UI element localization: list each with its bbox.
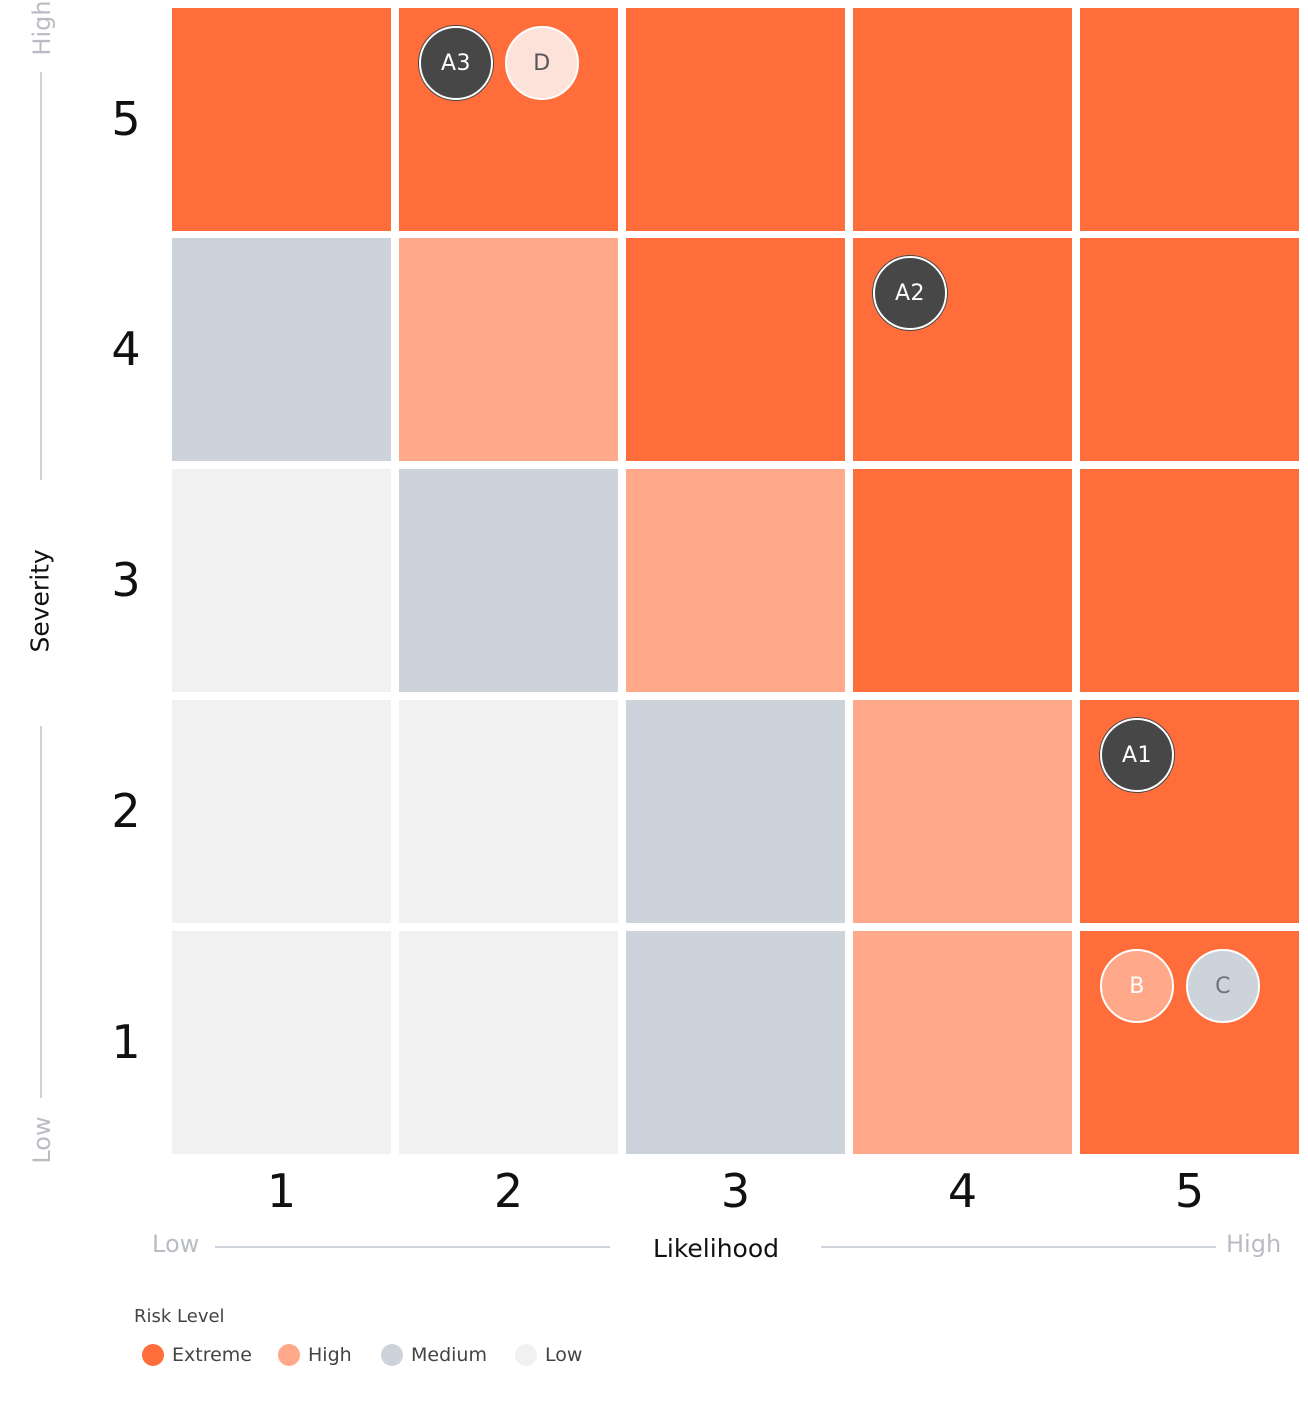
matrix-cell-s1-l3 (626, 931, 845, 1154)
matrix-cell-s2-l2 (399, 700, 618, 923)
y-tick-label: 3 (111, 552, 141, 607)
matrix-cell-s5-l5 (1080, 8, 1299, 231)
x-tick-label: 3 (720, 1164, 751, 1218)
y-axis-high-label: High (28, 0, 56, 56)
matrix-cell-s3-l1 (172, 469, 391, 692)
x-axis-low-label: Low (152, 1230, 200, 1258)
matrix-cell-s3-l2 (399, 469, 618, 692)
legend-swatch (142, 1344, 164, 1366)
x-tick-label: 1 (266, 1164, 297, 1218)
legend-item-extreme: Extreme (142, 1344, 252, 1366)
legend-swatch (381, 1344, 403, 1366)
matrix-cell-s1-l2 (399, 931, 618, 1154)
y-axis-line-upper (40, 72, 42, 480)
matrix-cell-s3-l4 (853, 469, 1072, 692)
matrix-cell-s4-l3 (626, 238, 845, 461)
x-axis-line-right (821, 1246, 1216, 1248)
legend-label: Low (545, 1344, 583, 1366)
matrix-cell-s4-l1 (172, 238, 391, 461)
legend-label: Extreme (172, 1344, 252, 1366)
y-tick-label: 1 (111, 1014, 141, 1069)
x-axis-title: Likelihood (652, 1234, 780, 1263)
matrix-cell-s4-l5 (1080, 238, 1299, 461)
legend-title: Risk Level (134, 1306, 225, 1327)
legend-item-high: High (278, 1344, 352, 1366)
matrix-cell-s5-l3 (626, 8, 845, 231)
matrix-cell-s1-l1 (172, 931, 391, 1154)
matrix-cell-s1-l4 (853, 931, 1072, 1154)
risk-marker-c[interactable]: C (1186, 949, 1260, 1023)
matrix-cell-s2-l4 (853, 700, 1072, 923)
risk-marker-d[interactable]: D (505, 26, 579, 100)
matrix-cell-s5-l4 (853, 8, 1072, 231)
risk-marker-a2[interactable]: A2 (873, 256, 947, 330)
y-tick-label: 4 (111, 321, 141, 376)
risk-marker-a1[interactable]: A1 (1100, 718, 1174, 792)
legend-item-medium: Medium (381, 1344, 487, 1366)
x-tick-label: 2 (493, 1164, 524, 1218)
y-axis-title: Severity (25, 549, 55, 653)
matrix-cell-s4-l2 (399, 238, 618, 461)
matrix-cell-s5-l1 (172, 8, 391, 231)
matrix-cell-s3-l5 (1080, 469, 1299, 692)
legend-label: Medium (411, 1344, 487, 1366)
legend-swatch (515, 1344, 537, 1366)
x-axis-high-label: High (1226, 1230, 1282, 1258)
y-tick-label: 5 (111, 91, 141, 146)
legend-item-low: Low (515, 1344, 582, 1366)
x-axis-line-left (215, 1246, 610, 1248)
legend-swatch (278, 1344, 300, 1366)
matrix-cell-s2-l3 (626, 700, 845, 923)
matrix-cell-s2-l1 (172, 700, 391, 923)
y-tick-label: 2 (111, 783, 141, 838)
matrix-cell-s3-l3 (626, 469, 845, 692)
legend-label: High (308, 1344, 352, 1366)
y-axis-low-label: Low (28, 1116, 56, 1164)
risk-marker-a3[interactable]: A3 (419, 26, 493, 100)
risk-marker-b[interactable]: B (1100, 949, 1174, 1023)
x-tick-label: 4 (947, 1164, 978, 1218)
y-axis-line-lower (40, 726, 42, 1098)
x-tick-label: 5 (1174, 1164, 1205, 1218)
